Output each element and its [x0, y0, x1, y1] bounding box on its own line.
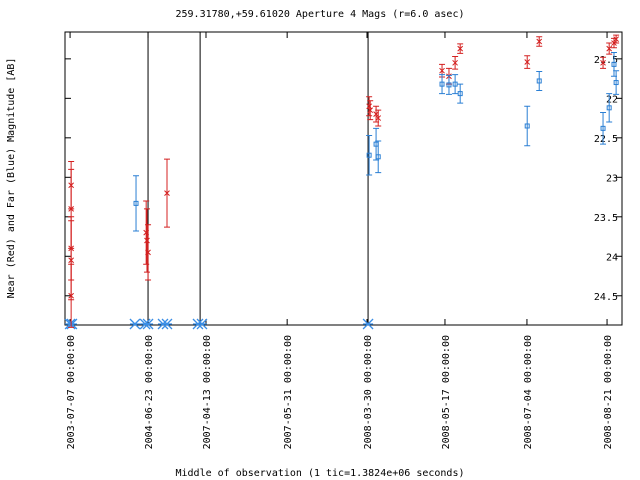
error-bar — [445, 74, 452, 95]
error-bar — [613, 70, 620, 95]
error-bar — [439, 74, 446, 95]
y-axis-label: Near (Red) and Far (Blue) Magnitude [AB] — [6, 58, 17, 299]
bottom-marker — [142, 318, 154, 330]
x-tick-label: 2007-05-31 00:00:00 — [283, 335, 294, 449]
data-point — [366, 103, 372, 110]
data-point — [68, 206, 74, 212]
bottom-marker — [362, 318, 374, 330]
x-tick-label: 2008-03-30 00:00:00 — [363, 335, 374, 449]
data-point — [613, 36, 619, 42]
error-bar — [600, 112, 607, 145]
error-bar — [375, 140, 382, 174]
x-tick-label: 2003-07-07 00:00:00 — [66, 335, 77, 449]
error-bar — [452, 74, 459, 95]
error-bar — [457, 83, 464, 104]
data-point — [536, 38, 543, 45]
data-point — [457, 45, 464, 52]
data-point — [457, 91, 463, 97]
data-point — [452, 81, 458, 87]
data-point — [600, 125, 606, 131]
plot-frame — [64, 31, 623, 326]
data-point — [606, 105, 612, 111]
bottom-marker — [196, 318, 208, 330]
chart-title: 259.31780,+59.61020 Aperture 4 Mags (r=6… — [176, 9, 465, 20]
error-bar — [536, 70, 543, 91]
data-point — [439, 81, 445, 87]
y-tick-label: 21.5 — [594, 55, 618, 66]
data-point — [613, 80, 619, 86]
error-bar — [524, 105, 531, 147]
data-point — [524, 59, 531, 65]
data-point — [600, 59, 606, 66]
data-point — [133, 200, 139, 206]
data-point — [536, 78, 542, 84]
data-point — [367, 107, 374, 114]
y-tick-label: 22 — [606, 94, 618, 105]
x-axis-label: Middle of observation (1 tic=1.3824e+06 … — [176, 468, 465, 479]
data-point — [68, 292, 74, 299]
x-tick-label: 2008-07-04 00:00:00 — [523, 335, 534, 449]
data-point — [145, 249, 151, 256]
data-point — [366, 152, 372, 158]
x-tick-label: 2004-06-23 00:00:00 — [144, 335, 155, 449]
data-point — [144, 237, 150, 244]
data-point — [164, 190, 170, 196]
data-point — [452, 59, 458, 66]
data-point — [375, 115, 382, 121]
x-tick-label: 2007-04-13 00:00:00 — [202, 335, 213, 449]
error-bar — [366, 134, 373, 176]
y-tick-label: 24.5 — [594, 292, 618, 303]
x-tick-label: 2008-05-17 00:00:00 — [441, 335, 452, 449]
bottom-marker — [129, 318, 141, 330]
y-tick-label: 23.5 — [594, 213, 618, 224]
data-point — [611, 61, 617, 67]
data-point — [446, 82, 452, 88]
data-point — [606, 45, 613, 52]
y-tick-label: 22.5 — [594, 134, 618, 145]
y-tick-label: 24 — [606, 252, 618, 263]
data-point — [375, 154, 381, 160]
error-bar — [606, 93, 613, 123]
y-tick-label: 23 — [606, 173, 618, 184]
bottom-marker — [161, 318, 173, 330]
error-bar — [133, 175, 140, 232]
x-tick-label: 2008-08-21 00:00:00 — [603, 335, 614, 449]
data-point — [68, 257, 74, 264]
data-point — [439, 67, 445, 74]
data-point — [524, 123, 530, 129]
